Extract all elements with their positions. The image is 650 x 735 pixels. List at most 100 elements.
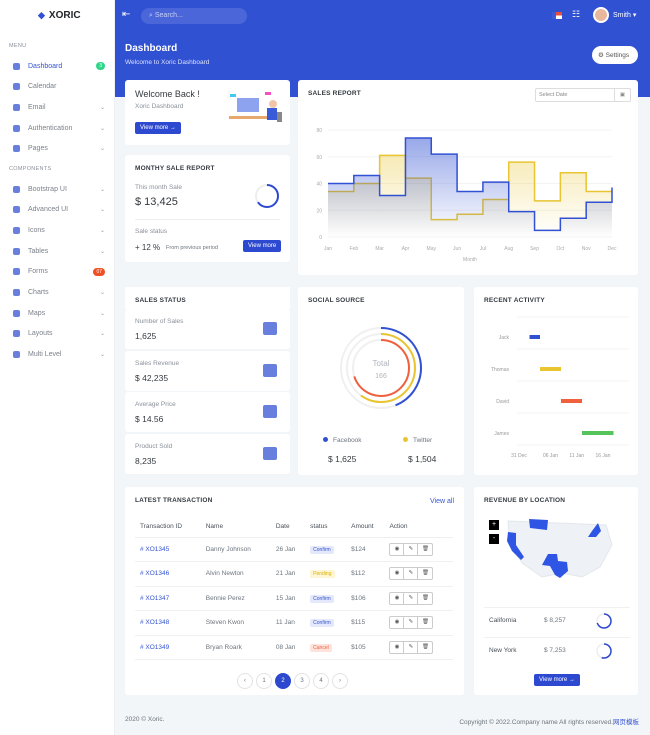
transaction-id-link[interactable]: # XO1348 [135,610,201,636]
edit-button[interactable]: ✎ [404,641,419,653]
sidebar-item-label: Email [28,103,46,111]
sidebar-item-bootstrap-ui[interactable]: Bootstrap UI ⌄ [13,182,105,196]
us-flag-icon[interactable] [552,12,562,19]
sidebar-item-label: Icons [28,226,45,234]
texas-region [542,554,568,578]
date-cell: 15 Jan [270,586,306,611]
delete-button[interactable]: 🗑 [421,545,429,552]
sidebar-item-label: Authentication [28,124,73,132]
map-zoom-out-button[interactable]: - [489,534,499,544]
date-cell: 08 Jan [270,635,306,660]
next-page-button[interactable]: › [332,673,348,689]
view-button[interactable]: ◉ [390,568,405,580]
column-header: Transaction ID [135,517,201,538]
sidebar-item-charts[interactable]: Charts ⌄ [13,286,105,300]
footer-left: 2020 © Xoric. [125,716,165,723]
delete-button[interactable]: 🗑 [421,643,429,650]
calendar-icon[interactable]: ▣ [614,89,630,101]
view-button[interactable]: ◉ [390,543,405,555]
date-input[interactable]: Select Date ▣ [535,88,631,102]
menu-toggle-icon[interactable]: ⇤ [122,9,131,20]
sidebar-item-forms[interactable]: Forms 07 [13,265,105,279]
delete-button[interactable]: 🗑 [421,594,429,601]
view-all-link[interactable]: View all [430,498,454,505]
transactions-table: Transaction ID Name Date status Amount Action… [135,517,453,660]
user-menu[interactable]: Smith ▾ [613,12,637,19]
series-area [328,138,612,237]
page-button[interactable]: 3 [294,673,310,689]
revenue-location-card: REVENUE BY LOCATION + - California $ 8,25… [474,487,638,695]
view-button[interactable]: ◉ [390,592,405,604]
sidebar-item-dashboard[interactable]: Dashboard 3 [13,59,105,73]
sidebar-item-label: Dashboard [28,62,63,70]
delete-button[interactable]: 🗑 [421,619,429,626]
page-button[interactable]: 2 [275,673,291,689]
monthly-view-more-button[interactable]: View more [243,240,282,252]
view-button[interactable]: ◉ [390,617,405,629]
sidebar-item-icons[interactable]: Icons ⌄ [13,223,105,237]
revenue-view-more-button[interactable]: View more → [534,674,580,686]
page-button[interactable]: 1 [256,673,272,689]
edit-button[interactable]: ✎ [404,568,419,580]
latest-transaction-card: LATEST TRANSACTION View all Transaction … [125,487,464,695]
sidebar-item-email[interactable]: Email ⌄ [13,100,105,114]
pie-chart-icon [13,289,20,296]
legend-dot [323,437,328,442]
edit-button[interactable]: ✎ [404,592,419,604]
view-button[interactable]: ◉ [390,641,405,653]
layout-icon [13,330,20,338]
action-group: ◉ ✎ 🗑 [389,640,434,654]
recent-activity-card: RECENT ACTIVITY 31 Dec 06 Jan 11 Jan 16 Jan… [474,287,638,475]
state-name: New York [489,647,517,654]
sidebar-item-label: Maps [28,309,46,317]
series-line [328,137,613,232]
transaction-id-link[interactable]: # XO1345 [135,537,201,562]
edit-button[interactable]: ✎ [404,617,419,629]
chevron-down-icon: ⌄ [99,290,105,296]
sidebar-item-tables[interactable]: Tables ⌄ [13,244,105,258]
sales-report-card: SALES REPORT Select Date ▣ 0 20 40 60 80 Jan Fe… [298,80,638,275]
sidebar: ◆ XORIC MENU Dashboard 3 Calendar Email ⌄ Auth… [0,0,115,735]
date-cell: 11 Jan [270,610,306,636]
transaction-id-link[interactable]: # XO1346 [135,561,201,587]
sliders-icon[interactable]: ☷ [572,9,581,19]
transaction-id-link[interactable]: # XO1347 [135,586,201,611]
welcome-view-more-button[interactable]: View more → [135,122,181,134]
settings-button[interactable]: ⚙ Settings [592,46,638,64]
edit-button[interactable]: ✎ [404,543,419,555]
growth-note: From previous period [166,245,218,251]
sidebar-item-layouts[interactable]: Layouts ⌄ [13,327,105,341]
transaction-id-link[interactable]: # XO1349 [135,635,201,660]
menu-heading: MENU [9,43,27,49]
x-tick-label: Apr [402,246,410,252]
status-label: Sale status [135,228,168,235]
action-cell: ◉ ✎ 🗑 [384,635,453,660]
name-cell: Steven Kwon [200,610,271,636]
sidebar-item-multi-level[interactable]: Multi Level ⌄ [13,348,105,362]
avatar[interactable] [593,7,609,23]
sidebar-item-maps[interactable]: Maps ⌄ [13,306,105,320]
map-zoom-in-button[interactable]: + [489,520,499,530]
sidebar-item-pages[interactable]: Pages ⌄ [13,142,105,156]
name-cell: Bennie Perez [200,586,271,611]
stat-value: 8,235 [135,455,157,466]
ring-arc [340,327,422,409]
sidebar-item-calendar[interactable]: Calendar [13,80,105,94]
prev-page-button[interactable]: ‹ [237,673,253,689]
sales-stat-item: Average Price $ 14.56 [125,392,290,432]
page-button[interactable]: 4 [313,673,329,689]
status-badge: Confirm [310,545,334,554]
delete-button[interactable]: 🗑 [421,570,429,577]
y-tick-label: 80 [316,128,322,134]
search-input[interactable]: ⌕ Search... [141,8,247,24]
action-group: ◉ ✎ 🗑 [389,567,434,581]
footer-link[interactable]: 网页模板 [613,719,639,726]
divider [484,637,630,638]
logo[interactable]: ◆ XORIC [38,10,81,21]
user-icon [13,124,20,132]
sidebar-item-advanced-ui[interactable]: Advanced UI ⌄ [13,203,105,217]
legend-value: $ 1,504 [408,454,437,464]
bar-chart-icon [263,363,277,377]
monitor-icon [13,62,20,70]
sidebar-item-authentication[interactable]: Authentication ⌄ [13,121,105,135]
